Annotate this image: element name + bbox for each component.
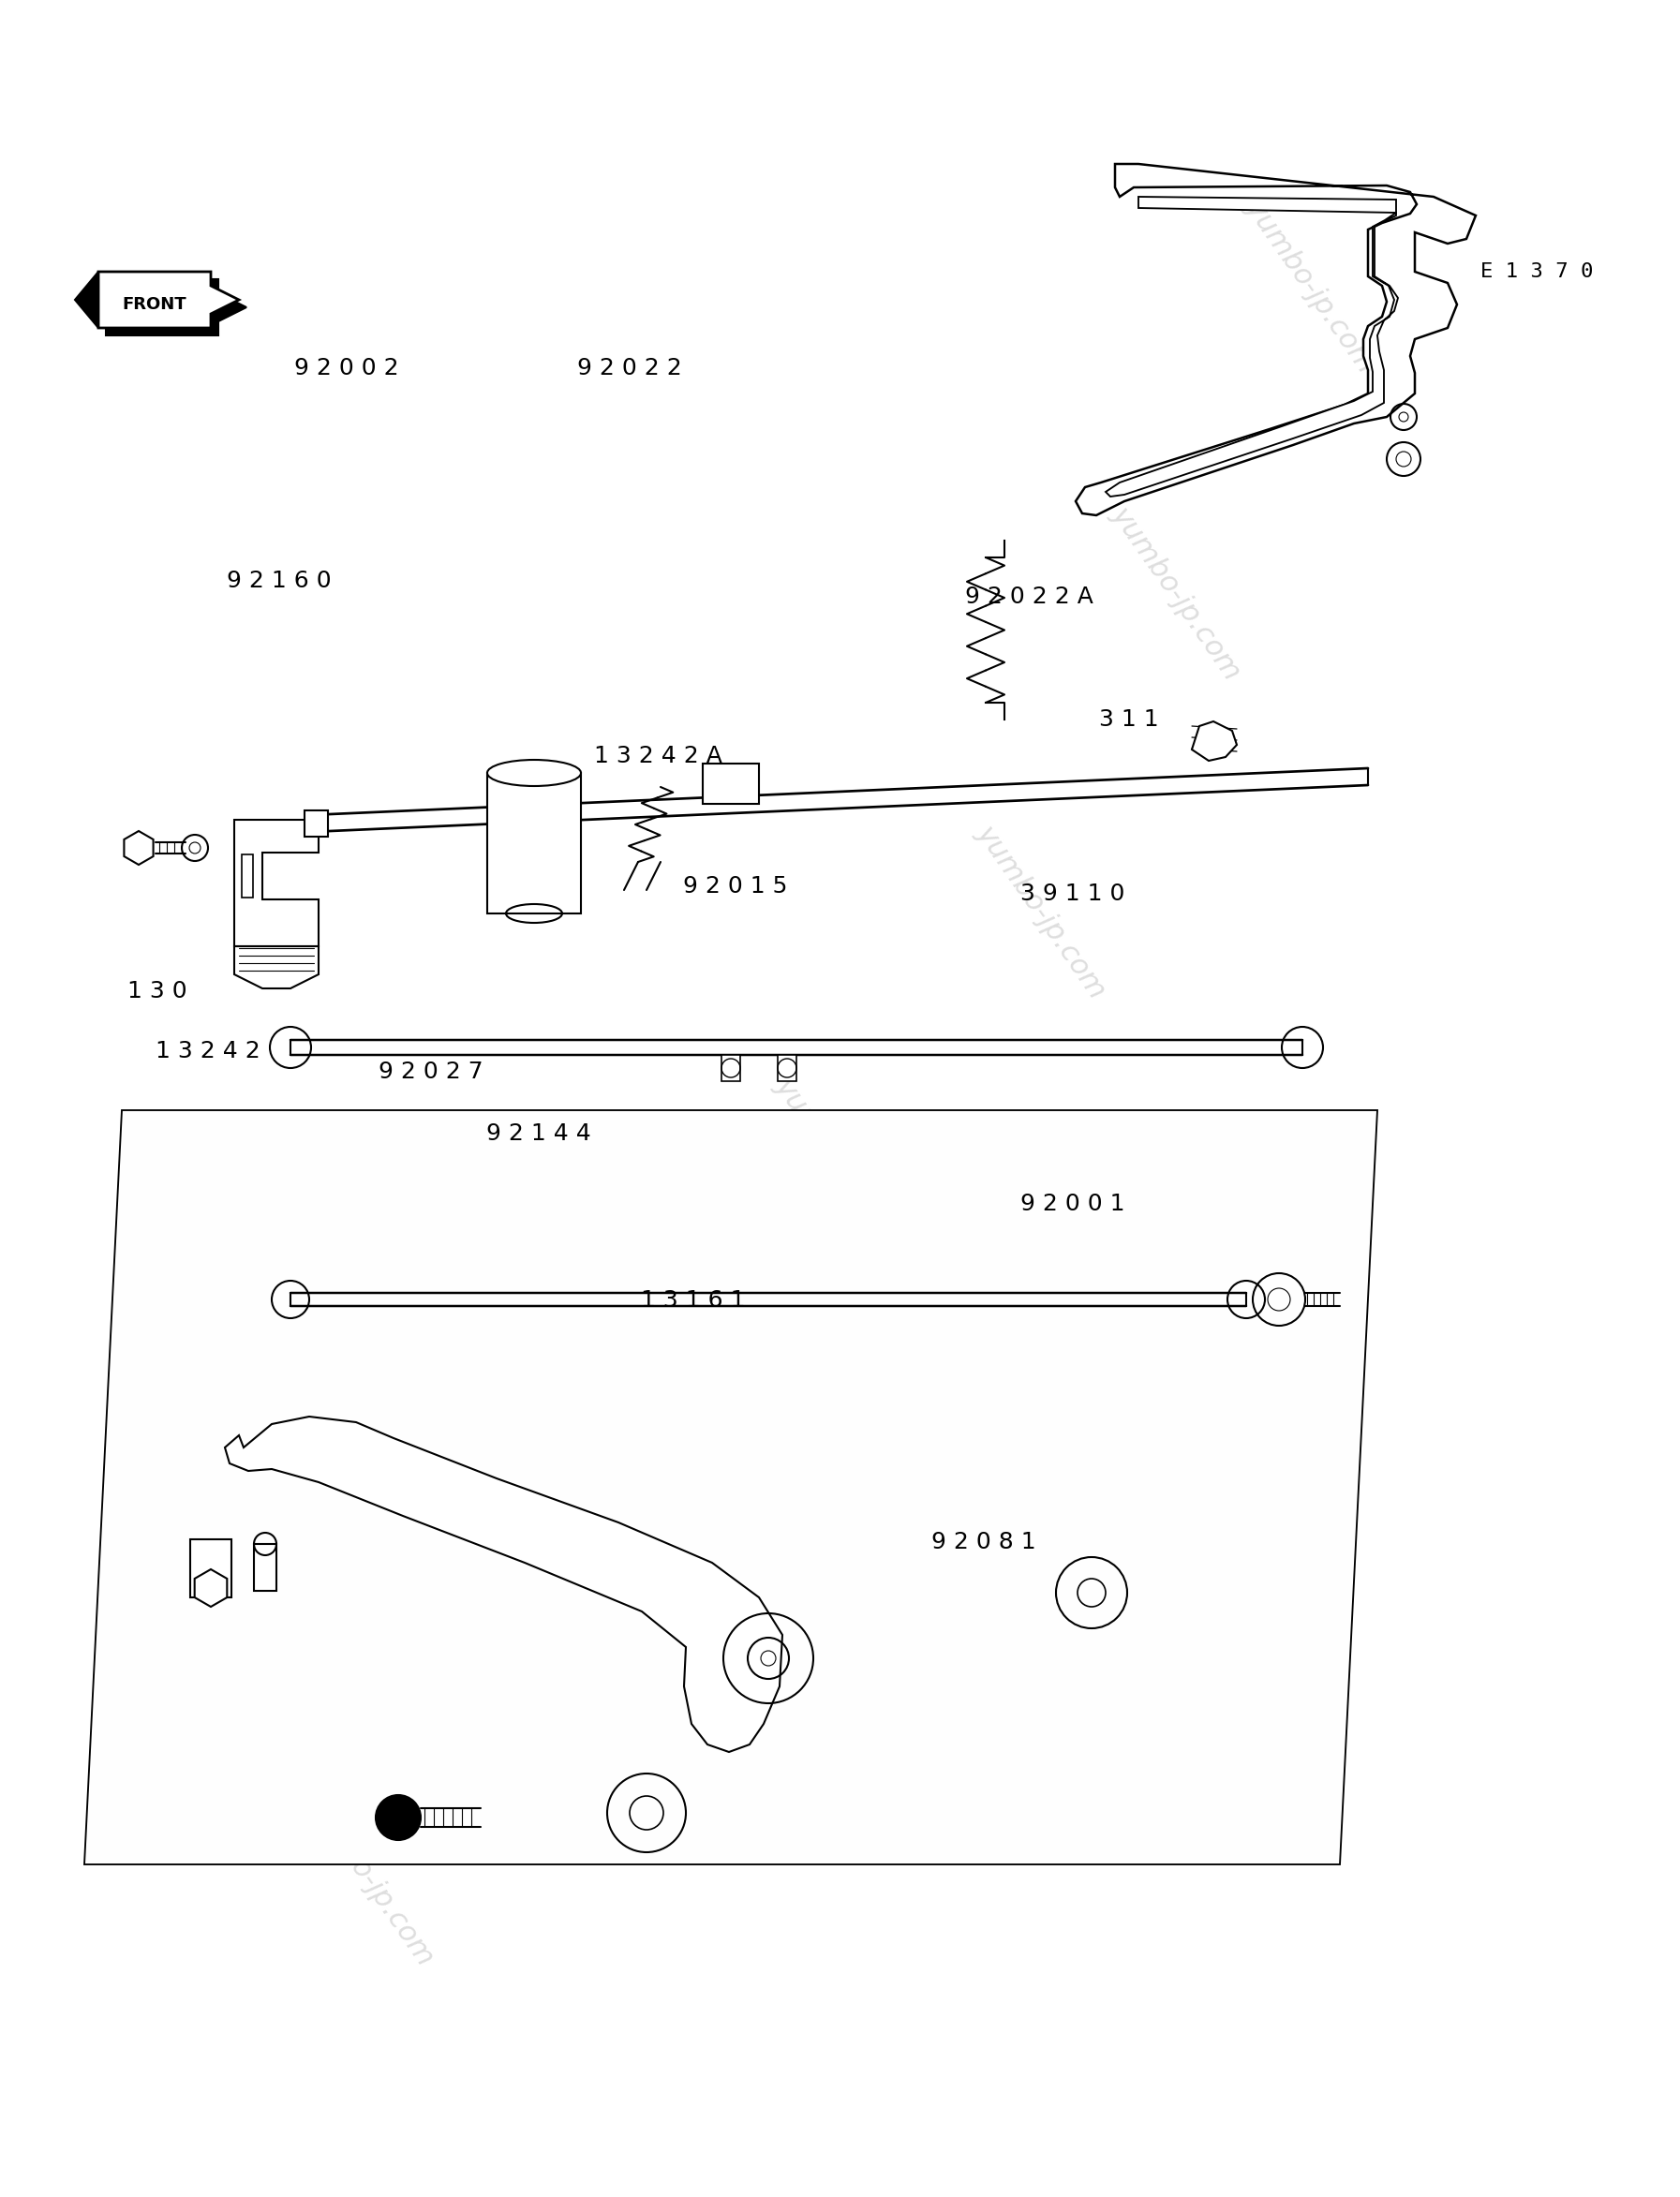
Polygon shape [234,819,319,947]
Polygon shape [242,855,254,899]
Polygon shape [1075,165,1475,516]
Polygon shape [225,1417,783,1751]
Text: yumbo-jp.com: yumbo-jp.com [1105,501,1247,685]
Circle shape [376,1795,420,1841]
Text: yumbo-jp.com: yumbo-jp.com [769,1072,911,1257]
Text: 9 2 0 1 5: 9 2 0 1 5 [684,874,788,899]
Text: 1 3 2 4 2: 1 3 2 4 2 [156,1039,260,1063]
Text: 9 2 0 2 7: 9 2 0 2 7 [378,1061,484,1083]
Text: 3 1 1: 3 1 1 [1099,707,1159,732]
Polygon shape [1105,198,1398,497]
Text: yumbo-jp.com: yumbo-jp.com [349,1292,491,1476]
Text: 1 3 0: 1 3 0 [128,980,186,1002]
Polygon shape [254,1544,277,1591]
Text: yumbo-jp.com: yumbo-jp.com [568,1544,709,1729]
Text: 1 3 2 4 2 A: 1 3 2 4 2 A [593,745,722,767]
Text: 9 2 1 6 0: 9 2 1 6 0 [227,569,331,593]
Polygon shape [195,1569,227,1606]
Polygon shape [99,272,239,327]
Polygon shape [304,811,328,837]
Text: 9 2 0 8 1: 9 2 0 8 1 [931,1531,1037,1553]
Ellipse shape [487,760,581,787]
Polygon shape [84,1109,1378,1865]
Polygon shape [124,830,153,866]
Text: 1 3 1 6 1: 1 3 1 6 1 [642,1290,746,1312]
Text: 9 2 0 2 2: 9 2 0 2 2 [578,356,682,380]
Text: 9 2 0 0 2: 9 2 0 0 2 [294,356,398,380]
Polygon shape [721,1055,741,1081]
Polygon shape [106,279,247,336]
Text: yumbo-jp.com: yumbo-jp.com [971,819,1112,1004]
Text: yumbo-jp.com: yumbo-jp.com [299,1786,440,1971]
Text: 9 2 1 4 4: 9 2 1 4 4 [487,1123,591,1145]
Text: yumbo-jp.com: yumbo-jp.com [1240,193,1381,378]
Text: FRONT: FRONT [123,297,186,312]
Polygon shape [76,272,99,327]
Polygon shape [190,1540,232,1597]
Text: 3 9 1 1 0: 3 9 1 1 0 [1021,883,1126,905]
Polygon shape [1191,721,1236,760]
Polygon shape [234,947,319,989]
Text: 9 2 0 0 1: 9 2 0 0 1 [1021,1193,1126,1215]
Polygon shape [778,1055,796,1081]
Text: 9 2 0 2 2 A: 9 2 0 2 2 A [964,587,1094,609]
Text: E 1 3 7 0: E 1 3 7 0 [1480,261,1593,281]
Polygon shape [487,773,581,914]
Polygon shape [702,765,759,804]
